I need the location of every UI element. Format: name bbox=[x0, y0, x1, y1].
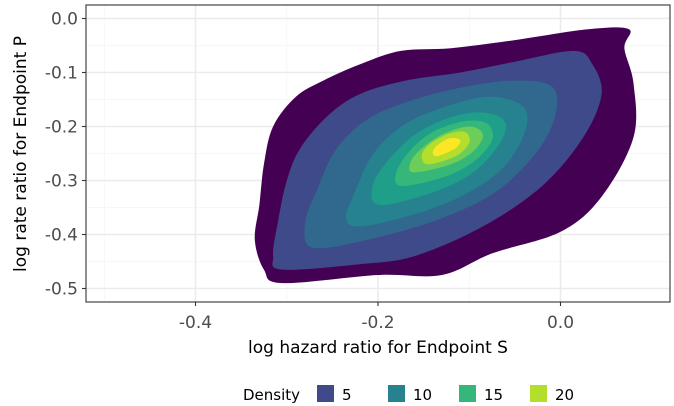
legend-swatch bbox=[388, 385, 405, 402]
y-tick-label: -0.2 bbox=[45, 118, 78, 138]
legend-label: 15 bbox=[484, 386, 503, 404]
legend: Density 5 10 15 20 bbox=[243, 385, 574, 404]
legend-items: 5 10 15 20 bbox=[317, 385, 574, 404]
density-contours bbox=[254, 27, 637, 284]
legend-label: 20 bbox=[555, 386, 574, 404]
legend-label: 10 bbox=[413, 386, 432, 404]
y-tick-label: -0.3 bbox=[45, 172, 78, 192]
y-tick-label: 0.0 bbox=[51, 10, 78, 30]
legend-swatch bbox=[459, 385, 476, 402]
density-contour-22.5 bbox=[432, 138, 461, 157]
x-tick-label: -0.2 bbox=[361, 313, 394, 333]
x-tick-label: 0.0 bbox=[547, 313, 574, 333]
y-axis-title: log rate ratio for Endpoint P bbox=[11, 36, 31, 272]
legend-swatch bbox=[530, 385, 547, 402]
x-axis-title: log hazard ratio for Endpoint S bbox=[248, 338, 508, 358]
y-axis-ticks: 0.0 -0.1 -0.2 -0.3 -0.4 -0.5 bbox=[45, 10, 86, 300]
y-tick-label: -0.5 bbox=[45, 280, 78, 300]
y-tick-label: -0.1 bbox=[45, 64, 78, 84]
y-tick-label: -0.4 bbox=[45, 226, 78, 246]
legend-title: Density bbox=[243, 386, 300, 404]
legend-swatch bbox=[317, 385, 334, 402]
x-axis-ticks: -0.4 -0.2 0.0 bbox=[179, 302, 574, 333]
legend-label: 5 bbox=[342, 386, 352, 404]
x-tick-label: -0.4 bbox=[179, 313, 212, 333]
